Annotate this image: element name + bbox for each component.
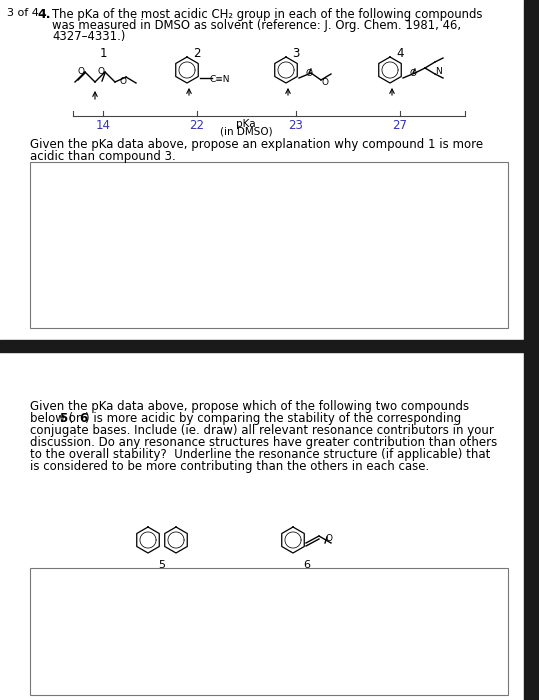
Text: O: O (325, 534, 332, 543)
Text: 6: 6 (79, 412, 87, 425)
Text: 3 of 4: 3 of 4 (7, 8, 39, 18)
Text: O: O (78, 67, 85, 76)
Text: acidic than compound 3.: acidic than compound 3. (30, 150, 176, 163)
Text: below (: below ( (30, 412, 73, 425)
Text: is considered to be more contributing than the others in each case.: is considered to be more contributing th… (30, 460, 429, 473)
Text: O: O (410, 69, 417, 78)
Text: pKa: pKa (236, 119, 256, 129)
Text: O: O (306, 69, 313, 78)
Text: 5: 5 (59, 412, 67, 425)
Text: O: O (322, 78, 329, 87)
Text: Given the pKa data above, propose an explanation why compound 1 is more: Given the pKa data above, propose an exp… (30, 138, 483, 151)
Text: conjugate bases. Include (ie. draw) all relevant resonance contributors in your: conjugate bases. Include (ie. draw) all … (30, 424, 494, 437)
Text: 14: 14 (95, 119, 110, 132)
Text: 4327–4331.): 4327–4331.) (52, 30, 126, 43)
Text: was measured in DMSO as solvent (reference: J. Org. Chem. 1981, 46,: was measured in DMSO as solvent (referen… (52, 19, 461, 32)
Text: 3: 3 (292, 47, 300, 60)
Text: O: O (98, 67, 105, 76)
Text: 4: 4 (396, 47, 404, 60)
Text: The pKa of the most acidic CH₂ group in each of the following compounds: The pKa of the most acidic CH₂ group in … (52, 8, 482, 21)
Text: 22: 22 (190, 119, 204, 132)
Text: discussion. Do any resonance structures have greater contribution than others: discussion. Do any resonance structures … (30, 436, 497, 449)
Text: Given the pKa data above, propose which of the following two compounds: Given the pKa data above, propose which … (30, 400, 469, 413)
Text: 23: 23 (288, 119, 303, 132)
Text: O: O (119, 77, 126, 86)
Bar (30, 568, 508, 695)
Text: 1: 1 (99, 47, 107, 60)
Text: or: or (65, 412, 85, 425)
Text: 6: 6 (303, 560, 310, 570)
Text: ) is more acidic by comparing the stability of the corresponding: ) is more acidic by comparing the stabil… (85, 412, 461, 425)
Text: 27: 27 (392, 119, 407, 132)
Text: 2: 2 (194, 47, 201, 60)
Text: to the overall stability?  Underline the resonance structure (if applicable) tha: to the overall stability? Underline the … (30, 448, 490, 461)
Bar (30, 162, 508, 328)
Text: 5: 5 (158, 560, 165, 570)
Text: C≡N: C≡N (209, 75, 230, 84)
Text: (in DMSO): (in DMSO) (220, 127, 272, 137)
Text: 4.: 4. (37, 8, 51, 21)
Text: N: N (435, 67, 442, 76)
